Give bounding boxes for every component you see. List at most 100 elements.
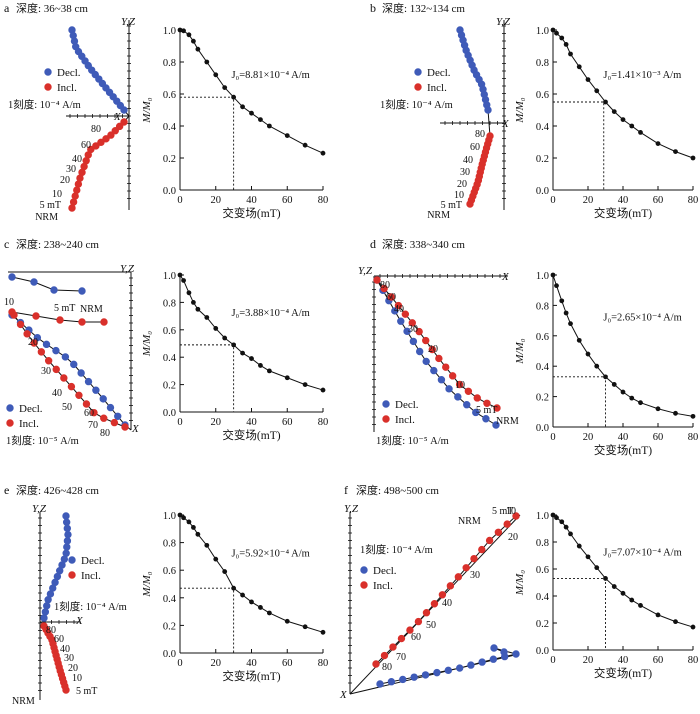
decl-point: [43, 602, 51, 610]
step-label: 5 mT: [54, 303, 75, 314]
axis-x: X: [339, 689, 348, 701]
step-label: 30: [41, 366, 51, 377]
step-label: 10: [72, 673, 82, 684]
decay-point: [284, 375, 290, 381]
y-axis-label: M/M₀: [514, 97, 526, 123]
decl-point: [421, 671, 430, 679]
decay-point: [611, 109, 617, 114]
decay-point: [195, 46, 201, 52]
decl-point: [63, 524, 72, 533]
decay-plot-c: 0.0 0.2 0.4 0.6 0.8 1.0 0 20 40 60 80 交变场(mT) M/M₀ J₀…: [141, 271, 328, 442]
decay-point: [222, 335, 228, 341]
decay-point: [690, 155, 696, 161]
step-label: 20: [68, 663, 78, 674]
decay-point: [673, 410, 678, 416]
y-tick-label: 1.0: [536, 511, 549, 522]
incl-point: [406, 626, 414, 634]
decay-point: [177, 272, 183, 278]
y-tick-label: 1.0: [163, 26, 176, 37]
decay-point: [568, 321, 573, 327]
incl-point: [120, 118, 128, 126]
decl-point: [445, 385, 453, 393]
origin-link: [487, 109, 491, 137]
decay-point: [320, 150, 326, 156]
j0-label: J₀=5.92×10⁻⁴ A/m: [231, 548, 309, 559]
legend-decl-marker: [414, 68, 422, 76]
y-tick-label: 0.8: [163, 58, 176, 69]
y-axis-label: M/M₀: [141, 331, 153, 357]
decay-point: [655, 612, 661, 618]
incl-point: [380, 651, 389, 660]
decl-point: [52, 346, 60, 355]
legend-incl: Incl.: [373, 580, 393, 592]
step-label: 60: [81, 140, 91, 151]
decl-point: [512, 650, 520, 658]
decl-point: [64, 530, 72, 539]
decl-point: [41, 608, 50, 616]
decay-point: [177, 27, 183, 33]
decay-point: [213, 72, 219, 78]
axis-yz: Y,Z: [120, 263, 135, 275]
incl-point: [75, 391, 83, 400]
legend-incl-marker: [68, 571, 76, 579]
decay-point: [302, 624, 308, 630]
decay-line: [552, 514, 694, 628]
decl-point: [92, 386, 100, 394]
y-tick-label: 0.4: [536, 592, 550, 603]
panel-letter: e: [4, 483, 9, 497]
diagonal-axis: [349, 654, 516, 695]
legend-incl: Incl.: [427, 82, 447, 94]
decay-point: [620, 117, 626, 122]
x-tick-label: 80: [318, 417, 329, 428]
decl-point: [78, 287, 86, 295]
x-axis-label: 交变场(mT): [594, 443, 652, 457]
y-axis-label: M/M₀: [514, 570, 526, 596]
incl-point: [466, 200, 474, 208]
y-tick-label: 0.0: [163, 408, 176, 419]
incl-point: [422, 609, 431, 617]
decay-point: [195, 531, 201, 537]
legend-decl-marker: [382, 400, 390, 408]
j0-label: J₀=2.65×10⁻⁴ A/m: [603, 313, 681, 324]
incl-point: [73, 186, 81, 194]
x-tick-label: 40: [618, 432, 629, 443]
step-label: 5 mT: [40, 200, 61, 211]
step-label: 5 mT: [441, 200, 462, 211]
decl-point: [99, 395, 107, 403]
y-tick-label: 1.0: [163, 271, 176, 282]
panel-letter: d: [370, 237, 376, 251]
decay-point: [585, 77, 591, 82]
step-label: NRM: [427, 210, 450, 221]
decl-point: [120, 106, 128, 114]
y-tick-label: 0.2: [536, 154, 549, 165]
incl-point: [67, 382, 76, 391]
decay-point: [191, 38, 196, 44]
incl-point: [483, 399, 491, 407]
x-tick-label: 60: [282, 417, 293, 428]
decay-point: [611, 584, 617, 589]
decay-point: [195, 306, 201, 312]
decay-point: [231, 342, 237, 348]
decay-point: [550, 272, 556, 278]
axis-x: X: [131, 423, 140, 435]
incl-point: [448, 372, 457, 380]
depth-label: 深度: 36~38 cm: [16, 1, 88, 15]
legend-incl: Incl.: [81, 570, 101, 582]
step-label: 20: [508, 532, 518, 543]
y-axis-label: M/M₀: [141, 97, 153, 123]
legend-incl-marker: [414, 83, 422, 91]
step-label: 10: [454, 190, 464, 201]
depth-label: 深度: 426~428 cm: [16, 483, 99, 497]
incl-point: [464, 387, 473, 395]
decay-point: [240, 592, 245, 598]
decl-point: [484, 106, 492, 114]
decay-point: [204, 59, 210, 65]
y-tick-label: 0.0: [163, 186, 176, 197]
axis-yz: Y,Z: [32, 503, 47, 515]
decl-point: [63, 537, 72, 545]
legend-decl-marker: [6, 404, 14, 412]
decay-point: [186, 32, 192, 38]
step-label: 80: [46, 625, 56, 636]
step-label: NRM: [80, 304, 103, 315]
